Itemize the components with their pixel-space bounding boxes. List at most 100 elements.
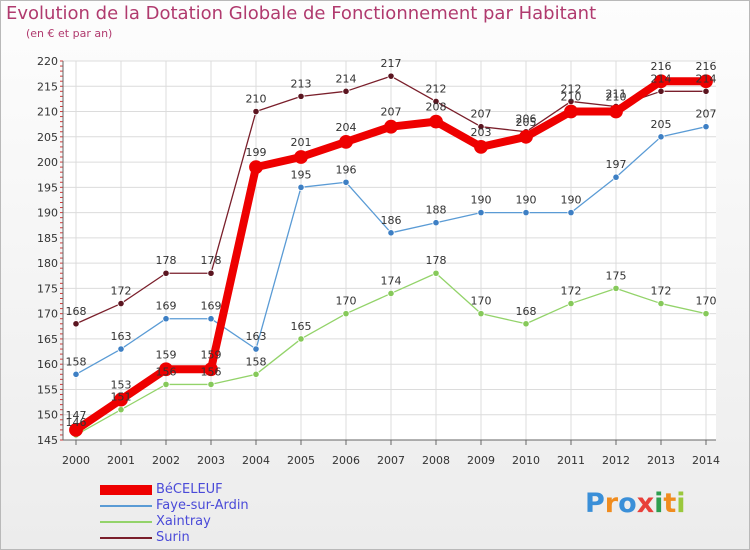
logo-letter: i bbox=[654, 488, 664, 519]
legend: BéCELEUF Faye-sur-Ardin Xaintray Surin bbox=[100, 482, 249, 546]
data-point-b-celeuf bbox=[339, 134, 353, 149]
data-point-faye-sur-ardin bbox=[567, 209, 575, 217]
legend-swatch bbox=[100, 537, 152, 539]
data-point-b-celeuf bbox=[69, 422, 83, 437]
data-label-surin: 214 bbox=[651, 72, 672, 85]
legend-label: Faye-sur-Ardin bbox=[156, 498, 249, 513]
data-point-faye-sur-ardin bbox=[207, 315, 215, 323]
data-label-xaintray: 151 bbox=[111, 391, 132, 404]
x-tick-label: 2008 bbox=[422, 454, 450, 467]
y-tick-label: 200 bbox=[37, 156, 58, 169]
data-point-xaintray bbox=[297, 335, 305, 343]
data-point-faye-sur-ardin bbox=[252, 345, 260, 353]
data-label-faye-sur-ardin: 163 bbox=[111, 330, 132, 343]
data-point-b-celeuf bbox=[249, 160, 263, 175]
y-tick-label: 150 bbox=[37, 409, 58, 422]
logo-letter: i bbox=[676, 488, 686, 519]
data-label-surin: 212 bbox=[426, 82, 447, 95]
data-point-faye-sur-ardin bbox=[432, 219, 440, 227]
data-label-b-celeuf: 204 bbox=[336, 121, 357, 134]
data-label-xaintray: 158 bbox=[246, 355, 267, 368]
logo-letter: P bbox=[585, 488, 605, 519]
data-point-surin bbox=[657, 87, 665, 95]
x-tick-label: 2006 bbox=[332, 454, 360, 467]
data-label-surin: 206 bbox=[516, 113, 537, 126]
data-label-xaintray: 172 bbox=[651, 285, 672, 298]
data-label-surin: 207 bbox=[471, 108, 492, 121]
data-label-xaintray: 168 bbox=[516, 305, 537, 318]
y-tick-label: 175 bbox=[37, 282, 58, 295]
data-point-xaintray bbox=[702, 310, 710, 318]
chart-subtitle: (en € et par an) bbox=[26, 27, 113, 40]
legend-item: Faye-sur-Ardin bbox=[100, 498, 249, 514]
y-tick-label: 210 bbox=[37, 106, 58, 119]
data-point-faye-sur-ardin bbox=[612, 173, 620, 181]
y-tick-label: 155 bbox=[37, 383, 58, 396]
data-point-xaintray bbox=[522, 320, 530, 328]
data-point-xaintray bbox=[387, 289, 395, 298]
data-point-surin bbox=[432, 97, 440, 106]
logo-letter: o bbox=[618, 488, 637, 519]
data-label-faye-sur-ardin: 188 bbox=[426, 204, 447, 217]
y-tick-label: 165 bbox=[37, 333, 58, 346]
data-label-faye-sur-ardin: 169 bbox=[201, 300, 222, 313]
data-label-b-celeuf: 201 bbox=[291, 136, 312, 149]
x-tick-label: 2010 bbox=[512, 454, 540, 467]
logo-letter: t bbox=[663, 488, 677, 519]
y-tick-label: 145 bbox=[37, 434, 58, 447]
data-point-b-celeuf bbox=[654, 74, 668, 89]
data-label-xaintray: 146 bbox=[66, 416, 87, 429]
data-point-faye-sur-ardin bbox=[297, 183, 305, 191]
data-label-xaintray: 170 bbox=[696, 295, 717, 308]
data-point-faye-sur-ardin bbox=[162, 315, 170, 323]
y-tick-label: 220 bbox=[37, 55, 58, 68]
x-tick-label: 2012 bbox=[602, 454, 630, 467]
data-point-b-celeuf bbox=[699, 74, 713, 89]
data-point-surin bbox=[72, 320, 80, 328]
data-point-b-celeuf bbox=[159, 362, 173, 377]
x-tick-label: 2002 bbox=[152, 454, 180, 467]
data-point-b-celeuf bbox=[564, 104, 578, 119]
data-label-xaintray: 175 bbox=[606, 269, 627, 282]
data-point-faye-sur-ardin bbox=[387, 229, 395, 237]
data-point-b-celeuf bbox=[519, 129, 533, 144]
data-point-b-celeuf bbox=[384, 119, 398, 134]
y-tick-label: 170 bbox=[37, 308, 58, 321]
data-point-faye-sur-ardin bbox=[522, 209, 530, 217]
data-label-xaintray: 165 bbox=[291, 320, 312, 333]
data-label-surin: 214 bbox=[696, 72, 717, 85]
y-tick-label: 180 bbox=[37, 257, 58, 270]
data-label-faye-sur-ardin: 190 bbox=[471, 194, 492, 207]
legend-swatch bbox=[100, 521, 152, 523]
data-label-b-celeuf: 205 bbox=[516, 116, 537, 129]
data-point-surin bbox=[117, 299, 125, 308]
data-point-surin bbox=[387, 72, 395, 80]
data-point-surin bbox=[297, 92, 305, 100]
x-tick-label: 2013 bbox=[647, 454, 675, 467]
data-point-surin bbox=[342, 87, 350, 95]
data-point-faye-sur-ardin bbox=[657, 133, 665, 141]
data-point-faye-sur-ardin bbox=[72, 370, 80, 378]
data-label-faye-sur-ardin: 190 bbox=[516, 194, 537, 207]
data-point-xaintray bbox=[657, 299, 665, 308]
data-label-surin: 172 bbox=[111, 285, 132, 298]
legend-item: BéCELEUF bbox=[100, 482, 249, 498]
data-point-b-celeuf bbox=[474, 140, 488, 154]
data-label-surin: 213 bbox=[291, 77, 312, 90]
data-label-b-celeuf: 208 bbox=[426, 101, 447, 114]
y-tick-label: 190 bbox=[37, 207, 58, 220]
data-label-faye-sur-ardin: 197 bbox=[606, 158, 627, 171]
data-label-b-celeuf: 210 bbox=[606, 91, 627, 104]
data-point-surin bbox=[477, 123, 485, 131]
logo-letter: x bbox=[636, 488, 655, 519]
data-point-xaintray bbox=[207, 380, 215, 389]
data-point-b-celeuf bbox=[294, 150, 308, 164]
data-point-surin bbox=[162, 269, 170, 277]
logo-letter: r bbox=[604, 488, 619, 519]
data-label-faye-sur-ardin: 196 bbox=[336, 163, 357, 176]
data-label-faye-sur-ardin: 186 bbox=[381, 214, 402, 227]
data-point-xaintray bbox=[252, 370, 260, 378]
data-label-surin: 210 bbox=[246, 93, 267, 106]
data-label-faye-sur-ardin: 158 bbox=[66, 355, 87, 368]
